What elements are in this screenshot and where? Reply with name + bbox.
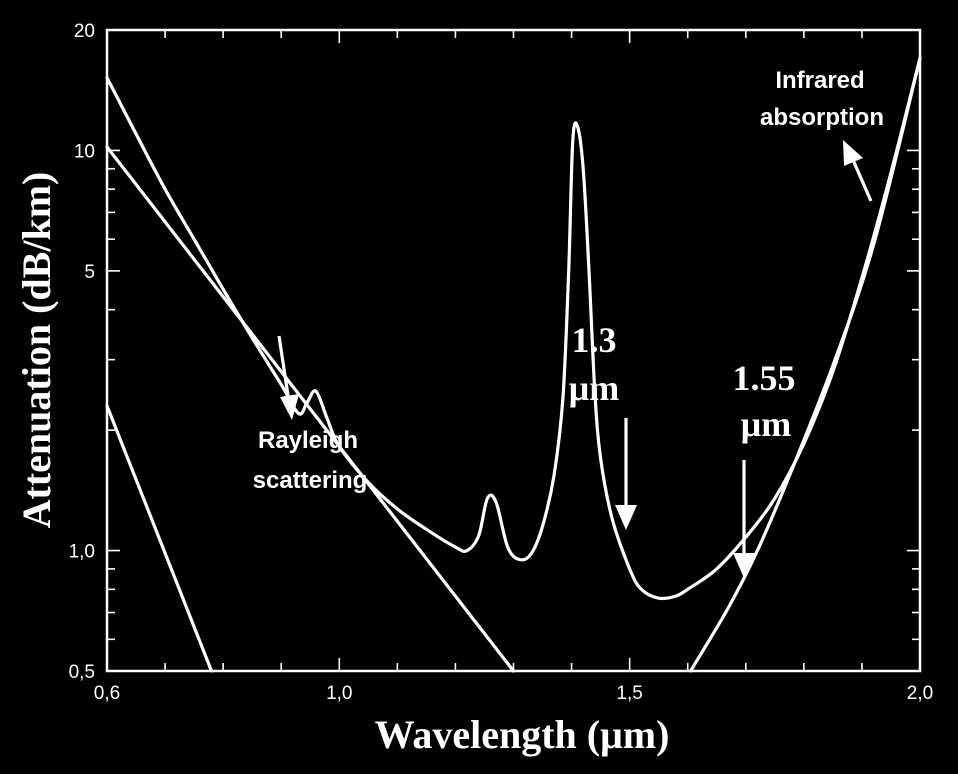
series-line-4 bbox=[689, 56, 922, 673]
x-tick-label: 1,0 bbox=[326, 683, 352, 704]
y-tick-label: 0,5 bbox=[69, 662, 95, 683]
data-series bbox=[105, 56, 922, 673]
infrared-label-line2: absorption bbox=[760, 104, 884, 131]
x-tick-label: 1,5 bbox=[616, 683, 642, 704]
rayleigh-arrow bbox=[277, 335, 291, 403]
y-tick-label: 1,0 bbox=[69, 542, 95, 563]
y-tick-label: 20 bbox=[74, 21, 95, 42]
infrared-arrow-head bbox=[843, 140, 863, 166]
window-2-label-line1: 1.55 bbox=[733, 358, 796, 398]
window-1-annotation: 1.3 μm bbox=[569, 320, 637, 530]
series-line-3 bbox=[105, 404, 214, 673]
y-tick-label: 10 bbox=[74, 141, 95, 162]
window-2-label-line2: μm bbox=[741, 404, 791, 444]
series-line-1 bbox=[105, 56, 922, 601]
infrared-label-line1: Infrared bbox=[775, 67, 864, 94]
infrared-annotation: Infrared absorption bbox=[760, 67, 884, 202]
y-axis-title: Attenuation (dB/km) bbox=[14, 172, 59, 529]
y-tick-label: 5 bbox=[84, 262, 95, 283]
window-2-arrow-head bbox=[733, 553, 755, 578]
x-tick-label: 0,6 bbox=[94, 683, 120, 704]
rayleigh-annotation: Rayleigh scattering bbox=[253, 335, 368, 494]
window-1-label-line1: 1.3 bbox=[572, 320, 617, 360]
rayleigh-label-line1: Rayleigh bbox=[258, 427, 358, 454]
axis-ticks bbox=[107, 29, 920, 671]
series-line-2 bbox=[105, 145, 516, 673]
window-1-label-line2: μm bbox=[569, 368, 619, 408]
rayleigh-label-line2: scattering bbox=[253, 467, 368, 494]
axis-tick-labels: 0,6 1,0 1,5 2,0 0,5 1,0 5 10 20 bbox=[69, 21, 934, 704]
x-tick-label: 2,0 bbox=[907, 683, 933, 704]
window-2-annotation: 1.55 μm bbox=[733, 358, 796, 578]
window-1-arrow-head bbox=[615, 505, 637, 530]
infrared-arrow bbox=[851, 159, 873, 202]
rayleigh-arrow-head bbox=[280, 394, 299, 420]
x-axis-title: Wavelength (μm) bbox=[375, 712, 670, 757]
